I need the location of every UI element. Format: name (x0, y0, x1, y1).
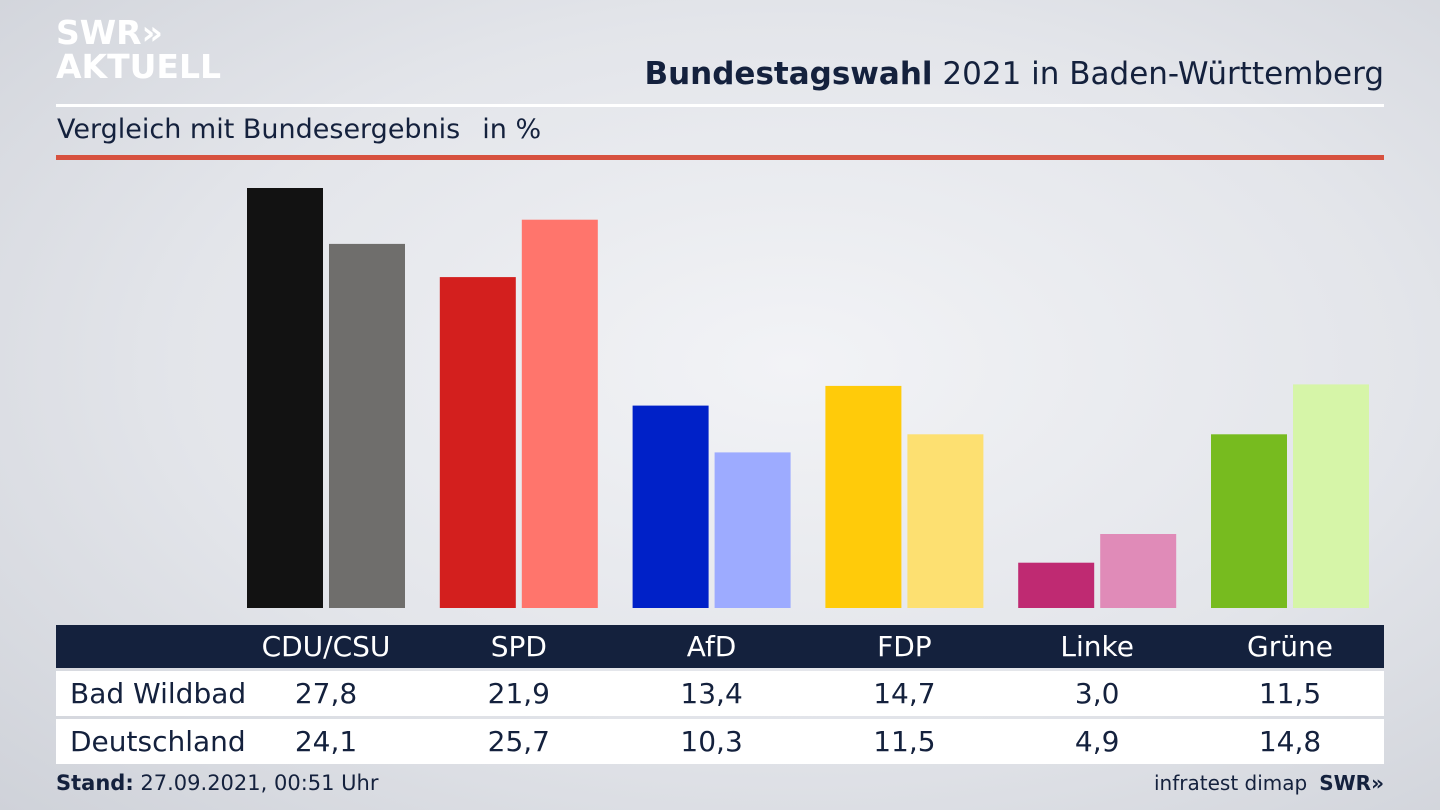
bar-fdp-deutschland (907, 434, 984, 608)
bar-afd-bad-wildbad (632, 405, 709, 608)
table-cell: 14,8 (1258, 725, 1322, 758)
table-cell: 11,5 (873, 725, 936, 758)
bar-linke-bad-wildbad (1018, 562, 1095, 608)
table-cell: 25,7 (487, 725, 550, 758)
results-table: CDU/CSU SPD AfD FDP Linke Grüne Bad Wildbad 2… (56, 625, 1384, 764)
table-row: Bad Wildbad 27,8 21,9 13,4 14,7 3,0 11,5 (56, 671, 1384, 716)
bar-spd-bad-wildbad (439, 277, 516, 608)
swr-aktuell-logo: SWR» AKTUELL (56, 16, 221, 84)
row-label: Deutschland (70, 725, 246, 758)
title-rest: 2021 in Baden-Württemberg (932, 56, 1384, 92)
bar-afd-deutschland (714, 452, 791, 608)
unit-label: in % (482, 114, 542, 145)
table-cell: 14,7 (873, 677, 936, 710)
timestamp: Stand: 27.09.2021, 00:51 Uhr (56, 771, 379, 795)
column-header: SPD (490, 630, 547, 663)
swr-mini-logo: SWR» (1319, 771, 1384, 795)
table-header-row: CDU/CSU SPD AfD FDP Linke Grüne (56, 625, 1384, 668)
bar-linke-deutschland (1100, 534, 1177, 608)
subtitle-text: Vergleich mit Bundesergebnis (57, 114, 461, 145)
table-cell: 27,8 (294, 677, 358, 710)
table-cell: 21,9 (487, 677, 550, 710)
table-cell: 10,3 (680, 725, 743, 758)
column-header: Grüne (1247, 630, 1333, 663)
subtitle-divider (56, 155, 1384, 160)
bar-spd-deutschland (521, 219, 598, 608)
column-header: CDU/CSU (261, 630, 391, 663)
bar-gr-ne-deutschland (1293, 384, 1369, 608)
bar-fdp-bad-wildbad (825, 385, 902, 608)
table-cell: 4,9 (1074, 725, 1120, 758)
table-cell: 3,0 (1074, 677, 1120, 710)
table-cell: 11,5 (1258, 677, 1322, 710)
table-row: Deutschland 24,1 25,7 10,3 11,5 4,9 14,8 (56, 719, 1384, 764)
stand-value: 27.09.2021, 00:51 Uhr (133, 771, 379, 795)
source-credit: infratest dimap SWR» (1154, 771, 1384, 795)
table-cell: 24,1 (294, 725, 358, 758)
chart-title: Bundestagswahl 2021 in Baden-Württemberg (644, 56, 1384, 92)
title-divider (56, 104, 1384, 107)
column-header: Linke (1060, 630, 1134, 663)
bar-cdu-csu-deutschland (329, 243, 405, 608)
title-bold: Bundestagswahl (644, 56, 933, 92)
table-cell: 13,4 (680, 677, 743, 710)
chart-subtitle: Vergleich mit Bundesergebnis in % (57, 114, 541, 145)
logo-line-2: AKTUELL (56, 47, 222, 86)
column-header: FDP (877, 630, 932, 663)
bar-gr-ne-bad-wildbad (1211, 434, 1287, 608)
source-text: infratest dimap (1154, 771, 1308, 795)
logo-line-1: SWR» (56, 13, 163, 52)
stand-label: Stand: (56, 771, 134, 795)
bar-cdu-csu-bad-wildbad (247, 188, 323, 608)
row-label: Bad Wildbad (70, 677, 247, 710)
column-header: AfD (686, 630, 737, 663)
